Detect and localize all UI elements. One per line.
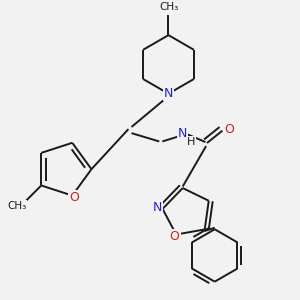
Text: N: N [152,201,162,214]
Text: O: O [224,123,234,136]
Text: H: H [187,137,195,147]
Text: N: N [178,127,187,140]
Text: CH₃: CH₃ [160,2,179,12]
Text: N: N [164,87,173,100]
Text: O: O [170,230,180,243]
Text: O: O [69,190,79,204]
Text: CH₃: CH₃ [7,200,26,211]
